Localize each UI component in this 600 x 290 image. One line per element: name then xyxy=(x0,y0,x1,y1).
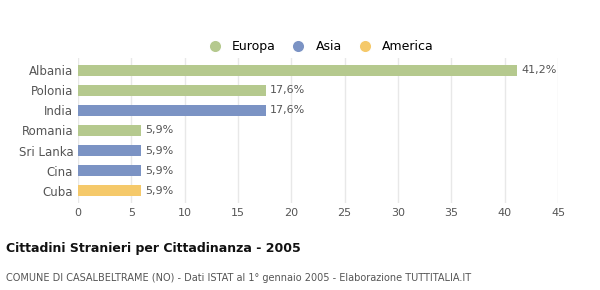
Bar xyxy=(78,165,141,176)
Legend: Europa, Asia, America: Europa, Asia, America xyxy=(197,35,439,58)
Text: 41,2%: 41,2% xyxy=(522,65,557,75)
Text: 5,9%: 5,9% xyxy=(145,146,173,156)
Bar xyxy=(78,105,266,116)
Bar xyxy=(78,85,266,96)
Text: 17,6%: 17,6% xyxy=(270,85,305,95)
Bar xyxy=(78,185,141,196)
Bar xyxy=(78,65,517,76)
Bar xyxy=(78,145,141,156)
Text: 5,9%: 5,9% xyxy=(145,186,173,196)
Text: COMUNE DI CASALBELTRAME (NO) - Dati ISTAT al 1° gennaio 2005 - Elaborazione TUTT: COMUNE DI CASALBELTRAME (NO) - Dati ISTA… xyxy=(6,273,471,283)
Text: 5,9%: 5,9% xyxy=(145,166,173,176)
Bar xyxy=(78,125,141,136)
Text: 5,9%: 5,9% xyxy=(145,126,173,135)
Text: Cittadini Stranieri per Cittadinanza - 2005: Cittadini Stranieri per Cittadinanza - 2… xyxy=(6,242,301,255)
Text: 17,6%: 17,6% xyxy=(270,105,305,115)
